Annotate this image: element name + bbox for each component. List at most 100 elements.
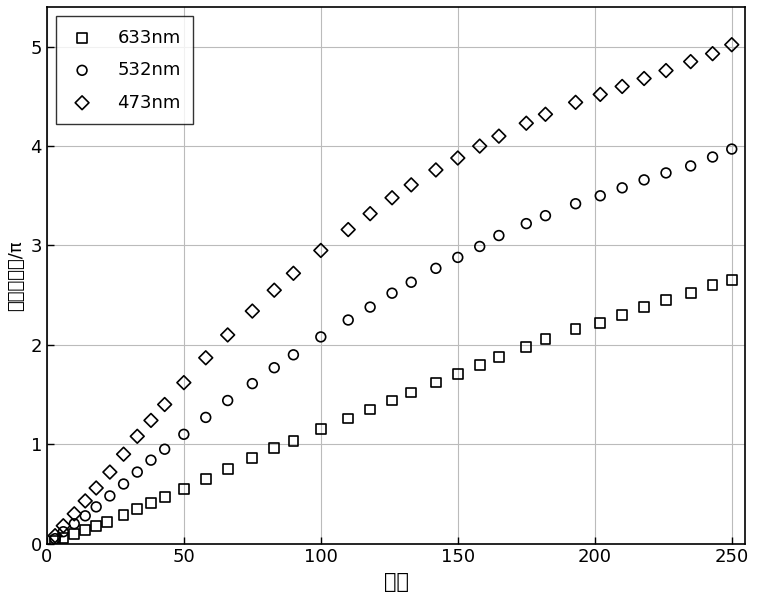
633nm: [315, 425, 327, 434]
633nm: [178, 484, 190, 494]
633nm: [493, 352, 505, 362]
633nm: [221, 464, 233, 474]
473nm: [684, 57, 697, 66]
473nm: [79, 496, 91, 506]
532nm: [430, 264, 442, 273]
633nm: [684, 288, 697, 298]
532nm: [364, 302, 376, 312]
633nm: [616, 310, 628, 320]
532nm: [49, 534, 61, 543]
532nm: [58, 527, 70, 537]
473nm: [246, 306, 258, 316]
633nm: [342, 414, 354, 423]
473nm: [638, 74, 650, 83]
532nm: [221, 396, 233, 406]
473nm: [104, 467, 116, 477]
473nm: [315, 246, 327, 255]
633nm: [90, 521, 102, 531]
532nm: [452, 253, 464, 262]
633nm: [386, 396, 398, 406]
532nm: [342, 315, 354, 325]
633nm: [287, 437, 299, 446]
532nm: [287, 350, 299, 359]
633nm: [520, 342, 532, 352]
532nm: [725, 144, 738, 154]
473nm: [452, 153, 464, 163]
473nm: [117, 449, 130, 459]
633nm: [58, 533, 70, 543]
532nm: [569, 199, 581, 208]
473nm: [364, 209, 376, 219]
473nm: [342, 225, 354, 234]
473nm: [540, 110, 552, 119]
633nm: [199, 474, 211, 484]
633nm: [594, 318, 606, 328]
473nm: [706, 49, 719, 59]
X-axis label: 灰度: 灰度: [384, 572, 409, 592]
633nm: [158, 492, 171, 502]
532nm: [158, 444, 171, 454]
633nm: [430, 378, 442, 388]
633nm: [725, 276, 738, 285]
532nm: [616, 183, 628, 193]
473nm: [725, 40, 738, 50]
633nm: [131, 504, 143, 514]
532nm: [268, 363, 280, 373]
633nm: [145, 498, 157, 508]
473nm: [569, 98, 581, 107]
532nm: [660, 168, 672, 178]
633nm: [474, 360, 486, 370]
473nm: [616, 81, 628, 91]
473nm: [131, 431, 143, 441]
532nm: [684, 161, 697, 171]
633nm: [540, 334, 552, 344]
532nm: [90, 502, 102, 512]
473nm: [68, 509, 80, 519]
473nm: [386, 193, 398, 202]
633nm: [49, 536, 61, 546]
532nm: [145, 455, 157, 465]
633nm: [79, 525, 91, 534]
532nm: [540, 211, 552, 220]
633nm: [452, 369, 464, 379]
473nm: [221, 330, 233, 340]
633nm: [68, 529, 80, 539]
532nm: [104, 491, 116, 501]
633nm: [101, 517, 113, 527]
633nm: [268, 443, 280, 453]
473nm: [199, 353, 211, 362]
473nm: [474, 141, 486, 151]
532nm: [68, 519, 80, 528]
532nm: [246, 379, 258, 388]
532nm: [474, 241, 486, 251]
532nm: [117, 479, 130, 489]
633nm: [660, 295, 672, 305]
473nm: [406, 180, 418, 190]
473nm: [145, 416, 157, 425]
532nm: [315, 332, 327, 341]
473nm: [660, 66, 672, 75]
532nm: [493, 231, 505, 240]
532nm: [520, 219, 532, 228]
532nm: [406, 277, 418, 287]
473nm: [49, 531, 61, 540]
473nm: [594, 90, 606, 99]
633nm: [638, 302, 650, 312]
473nm: [158, 400, 171, 409]
633nm: [364, 405, 376, 415]
633nm: [569, 324, 581, 334]
473nm: [430, 165, 442, 175]
473nm: [493, 131, 505, 141]
532nm: [178, 429, 190, 439]
532nm: [594, 191, 606, 201]
473nm: [268, 285, 280, 295]
532nm: [131, 467, 143, 477]
532nm: [79, 511, 91, 521]
473nm: [90, 483, 102, 493]
633nm: [117, 510, 130, 519]
633nm: [406, 388, 418, 397]
473nm: [520, 119, 532, 128]
473nm: [178, 378, 190, 388]
532nm: [638, 175, 650, 184]
532nm: [386, 288, 398, 298]
